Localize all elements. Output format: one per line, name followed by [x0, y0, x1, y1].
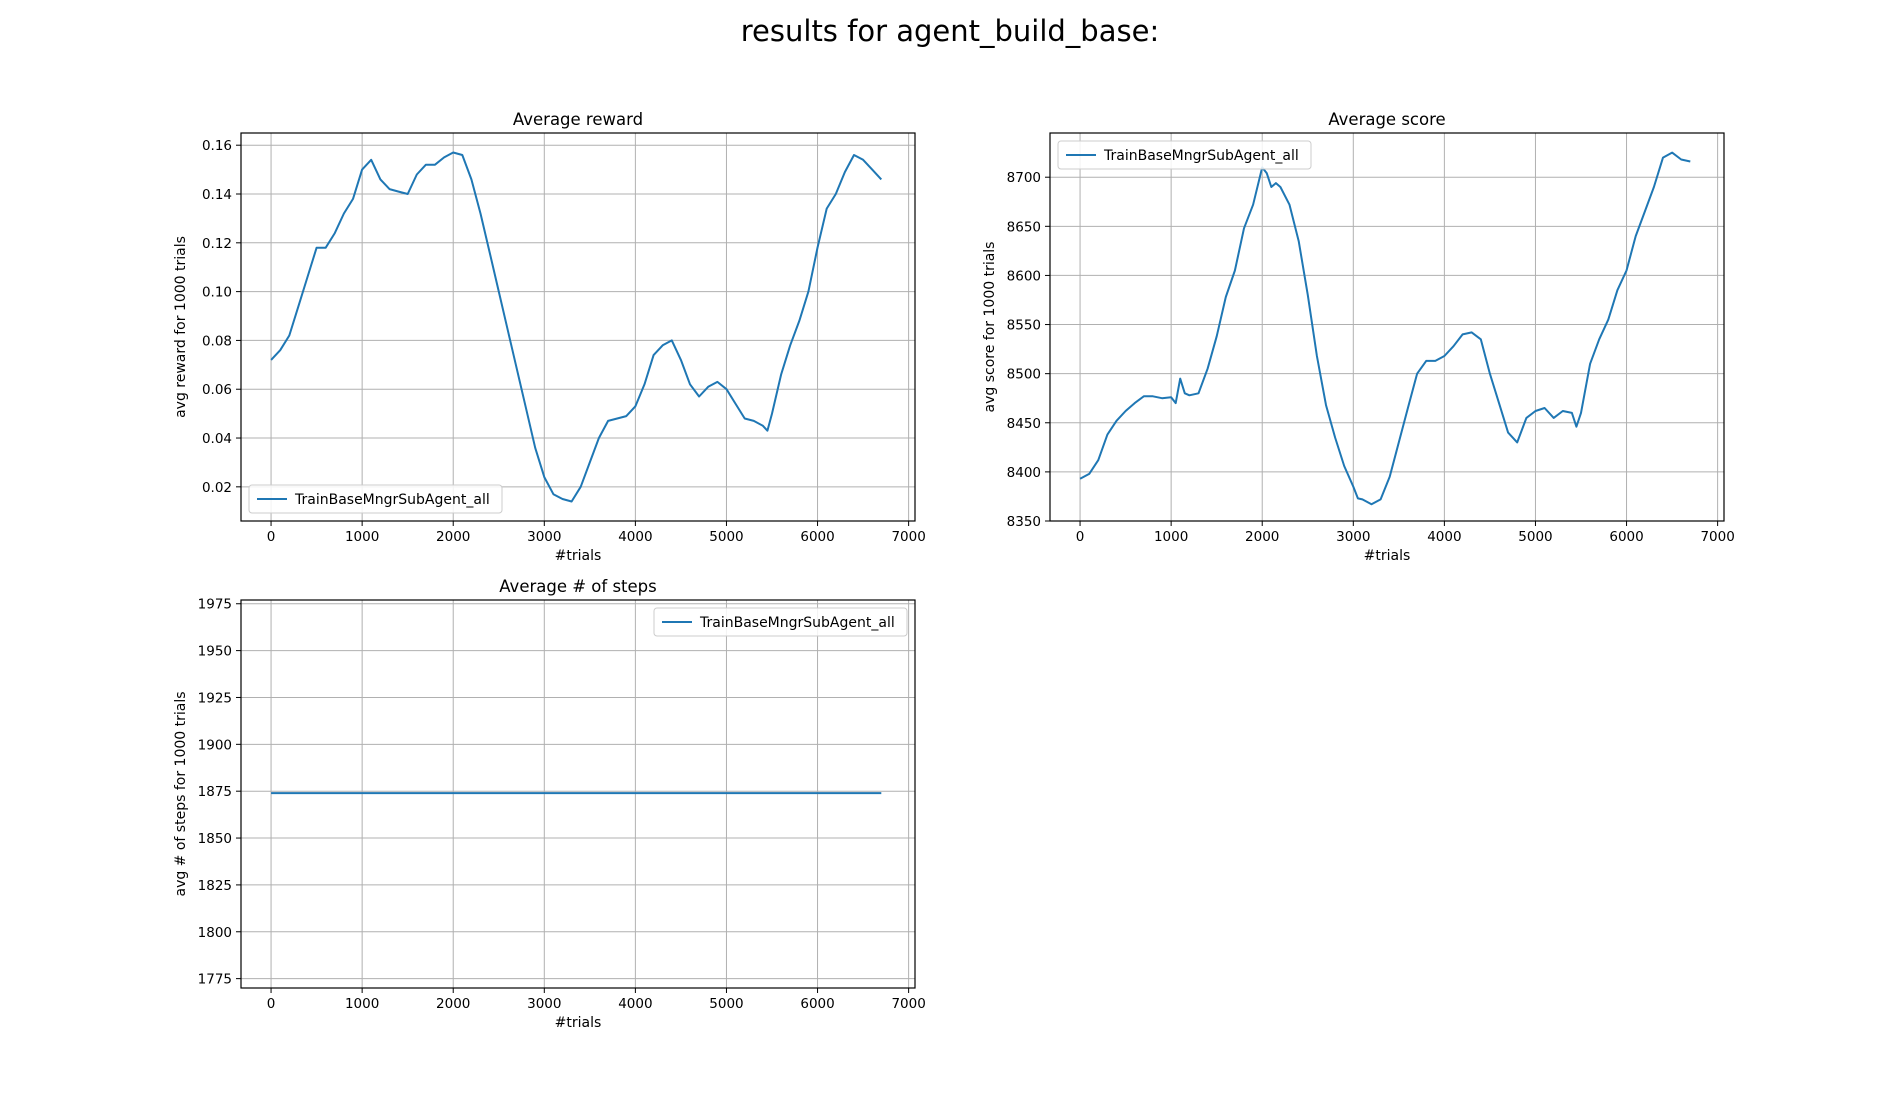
y-tick-label: 1825 [198, 878, 232, 894]
legend-box [248, 484, 503, 514]
chart-title: Average reward [513, 110, 643, 129]
y-tick-label: 8450 [1007, 416, 1041, 432]
y-tick-label: 1950 [198, 644, 232, 660]
y-tick-label: 1925 [198, 690, 232, 706]
y-tick-label: 0.12 [202, 236, 232, 252]
y-tick-label: 1900 [198, 737, 232, 753]
legend-label: TrainBaseMngrSubAgent_all [294, 492, 490, 508]
x-axis-label: #trials [555, 548, 602, 564]
y-tick-label: 0.06 [202, 382, 232, 398]
y-tick-label: 8350 [1007, 514, 1041, 530]
legend-label: TrainBaseMngrSubAgent_all [699, 615, 895, 631]
legend: TrainBaseMngrSubAgent_all [1057, 140, 1312, 170]
x-tick-label: 7000 [1700, 529, 1734, 545]
x-tick-label: 1000 [345, 996, 379, 1012]
y-tick-label: 0.08 [202, 333, 232, 349]
x-tick-label: 4000 [618, 529, 652, 545]
x-tick-label: 2000 [1245, 529, 1279, 545]
y-tick-label: 0.14 [202, 187, 232, 203]
chart-title: Average # of steps [499, 577, 657, 596]
x-tick-label: 5000 [709, 529, 743, 545]
axes-frame [240, 599, 916, 989]
figure-title: results for agent_build_base: [740, 14, 1160, 48]
axes-frame [240, 132, 916, 522]
x-axis-label: #trials [555, 1015, 602, 1031]
x-tick-label: 3000 [527, 529, 561, 545]
x-tick-label: 5000 [709, 996, 743, 1012]
y-tick-label: 8600 [1007, 268, 1041, 284]
legend: TrainBaseMngrSubAgent_all [653, 607, 908, 637]
legend-box [653, 607, 908, 637]
average-reward-chart: 0 1000 2000 3000 4000 5000 6000 7000 0.02 0.04 0.0… [173, 110, 926, 564]
y-axis-label: avg reward for 1000 trials [173, 236, 189, 418]
chart-title: Average score [1328, 110, 1445, 129]
y-tick-label: 8650 [1007, 219, 1041, 235]
y-tick-label: 8700 [1007, 170, 1041, 186]
x-tick-label: 3000 [527, 996, 561, 1012]
legend-box [1057, 140, 1312, 170]
x-tick-label: 1000 [1154, 529, 1188, 545]
x-tick-label: 6000 [800, 996, 834, 1012]
y-tick-label: 8500 [1007, 367, 1041, 383]
y-tick-label: 8550 [1007, 318, 1041, 334]
x-tick-label: 4000 [618, 996, 652, 1012]
y-tick-label: 1850 [198, 831, 232, 847]
axes-frame [1049, 132, 1725, 522]
x-tick-label: 0 [267, 996, 276, 1012]
x-tick-label: 7000 [891, 529, 925, 545]
y-tick-label: 0.16 [202, 138, 232, 154]
y-tick-label: 1775 [198, 972, 232, 988]
legend-label: TrainBaseMngrSubAgent_all [1103, 148, 1299, 164]
series-line [1079, 151, 1691, 506]
x-axis-label: #trials [1364, 548, 1411, 564]
y-tick-label: 1875 [198, 784, 232, 800]
y-axis-label: avg # of steps for 1000 trials [173, 691, 189, 896]
x-tick-label: 4000 [1427, 529, 1461, 545]
x-tick-label: 0 [267, 529, 276, 545]
average-score-chart: 0 1000 2000 3000 4000 5000 6000 7000 8350 8400 845… [982, 110, 1735, 564]
y-tick-label: 1800 [198, 925, 232, 941]
x-tick-label: 2000 [436, 996, 470, 1012]
y-tick-label: 1975 [198, 597, 232, 613]
average-steps-chart: 0 1000 2000 3000 4000 5000 6000 7000 1775 1800 182… [173, 577, 926, 1031]
x-tick-label: 7000 [891, 996, 925, 1012]
series-line [270, 151, 883, 503]
y-axis-label: avg score for 1000 trials [982, 242, 998, 413]
x-tick-label: 2000 [436, 529, 470, 545]
x-tick-label: 0 [1076, 529, 1085, 545]
x-tick-label: 1000 [345, 529, 379, 545]
x-tick-label: 3000 [1336, 529, 1370, 545]
y-tick-label: 0.10 [202, 285, 232, 301]
y-tick-label: 0.04 [202, 431, 232, 447]
x-tick-label: 5000 [1518, 529, 1552, 545]
y-tick-label: 8400 [1007, 465, 1041, 481]
x-tick-label: 6000 [1609, 529, 1643, 545]
y-tick-label: 0.02 [202, 480, 232, 496]
legend: TrainBaseMngrSubAgent_all [248, 484, 503, 514]
x-tick-label: 6000 [800, 529, 834, 545]
